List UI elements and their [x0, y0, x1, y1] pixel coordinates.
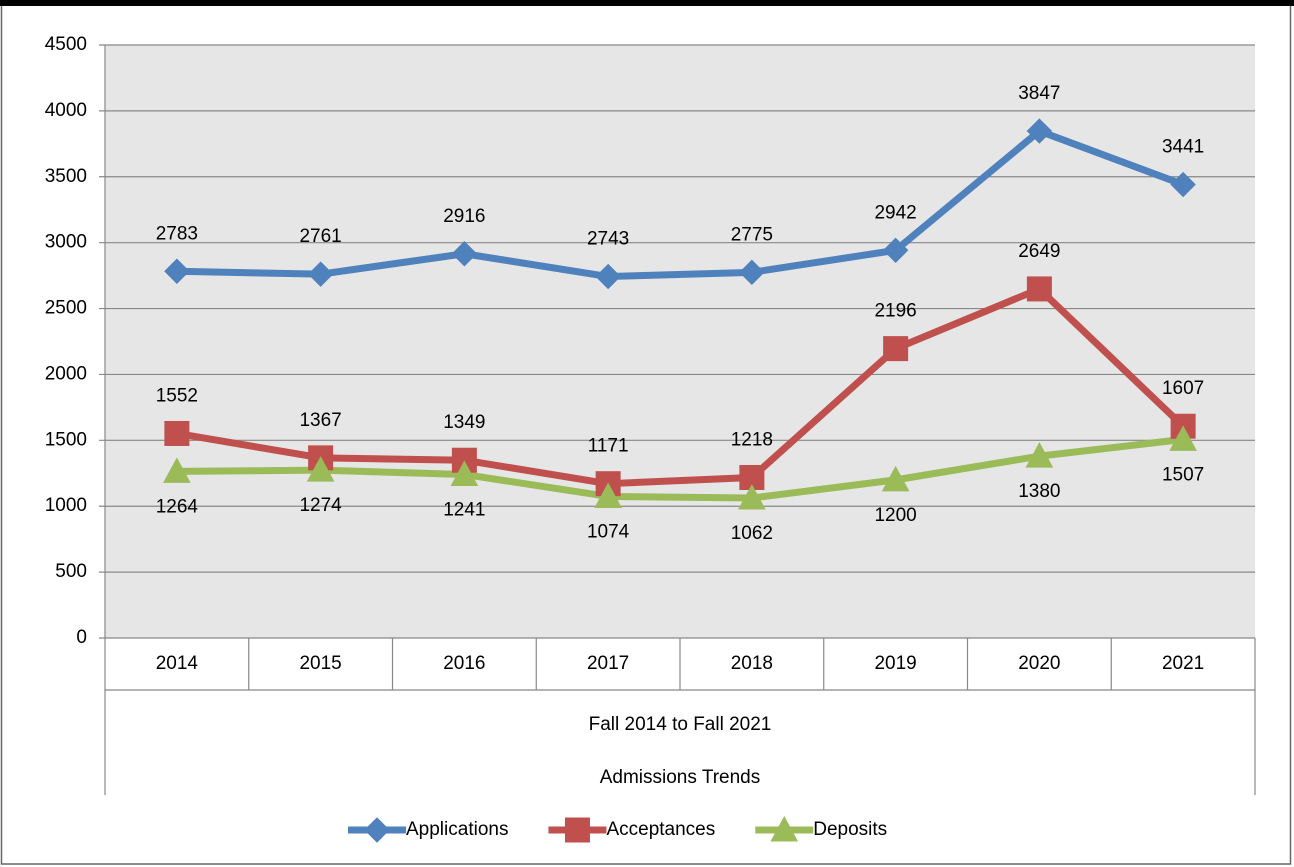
data-label: 1380: [1018, 481, 1060, 502]
y-tick-label: 1500: [45, 429, 87, 450]
marker: [306, 456, 335, 482]
marker: [307, 261, 334, 287]
marker: [564, 817, 590, 843]
marker: [738, 484, 766, 510]
x-tick-label: 2019: [874, 653, 916, 674]
legend-label: Deposits: [813, 819, 887, 840]
data-label: 1607: [1162, 378, 1204, 399]
x-tick-label: 2016: [443, 653, 485, 674]
data-label: 2775: [731, 224, 773, 245]
data-label: 1367: [299, 410, 341, 431]
x-tick-label: 2017: [587, 653, 629, 674]
y-tick-label: 2500: [45, 298, 87, 319]
data-label: 2783: [156, 223, 198, 244]
marker: [451, 241, 478, 267]
x-tick-label: 2014: [156, 653, 199, 674]
data-label: 2196: [874, 301, 916, 322]
marker: [1026, 276, 1052, 302]
marker: [164, 420, 190, 446]
data-label: 1171: [588, 436, 629, 457]
marker: [881, 465, 910, 492]
series-line: [176, 285, 1186, 488]
y-tick-label: 4000: [45, 100, 87, 121]
y-tick-label: 4500: [45, 34, 87, 55]
series-line: [176, 127, 1185, 281]
data-label: 2761: [299, 226, 341, 247]
data-label: 2916: [443, 206, 485, 227]
data-label: 1507: [1162, 464, 1204, 485]
marker: [883, 336, 909, 362]
y-tick-label: 3500: [45, 166, 87, 187]
marker: [163, 457, 191, 483]
legend-label: Acceptances: [606, 819, 715, 840]
data-label: 1552: [156, 385, 198, 406]
data-label: 2649: [1018, 241, 1060, 262]
x-tick-label: 2018: [731, 653, 773, 674]
marker: [739, 259, 765, 286]
data-label: 1062: [731, 523, 773, 544]
x-group-label: Admissions Trends: [600, 767, 761, 788]
plot-area: [105, 45, 1255, 638]
x-tick-label: 2021: [1162, 653, 1204, 674]
legend-label: Applications: [406, 819, 508, 840]
marker: [364, 817, 390, 843]
marker: [770, 815, 799, 842]
x-tick-label: 2020: [1018, 653, 1060, 674]
y-tick-label: 3000: [45, 232, 87, 253]
x-tick-label: 2015: [299, 653, 341, 674]
x-group-label: Fall 2014 to Fall 2021: [589, 714, 772, 735]
data-label: 1274: [299, 495, 342, 516]
marker: [1026, 118, 1053, 144]
marker: [594, 482, 622, 508]
marker: [450, 460, 479, 486]
marker: [164, 258, 190, 284]
marker: [1169, 425, 1197, 451]
data-label: 2942: [874, 202, 916, 223]
data-label: 1218: [731, 430, 773, 451]
marker: [595, 263, 621, 290]
data-label: 1264: [156, 496, 199, 517]
data-label: 2743: [587, 229, 629, 250]
data-label: 1074: [587, 521, 630, 542]
marker: [1170, 171, 1196, 198]
marker: [882, 237, 909, 264]
series-line: [176, 435, 1184, 502]
top-border: [0, 0, 1294, 6]
data-label: 3441: [1162, 137, 1204, 158]
y-tick-label: 0: [76, 627, 87, 648]
data-label: 3847: [1018, 83, 1060, 104]
data-label: 1349: [443, 412, 485, 433]
y-tick-label: 1000: [45, 495, 87, 516]
y-tick-label: 500: [55, 561, 87, 582]
data-label: 1200: [874, 505, 916, 526]
y-tick-label: 2000: [45, 363, 87, 384]
marker: [1025, 442, 1054, 468]
data-label: 1241: [443, 499, 485, 520]
